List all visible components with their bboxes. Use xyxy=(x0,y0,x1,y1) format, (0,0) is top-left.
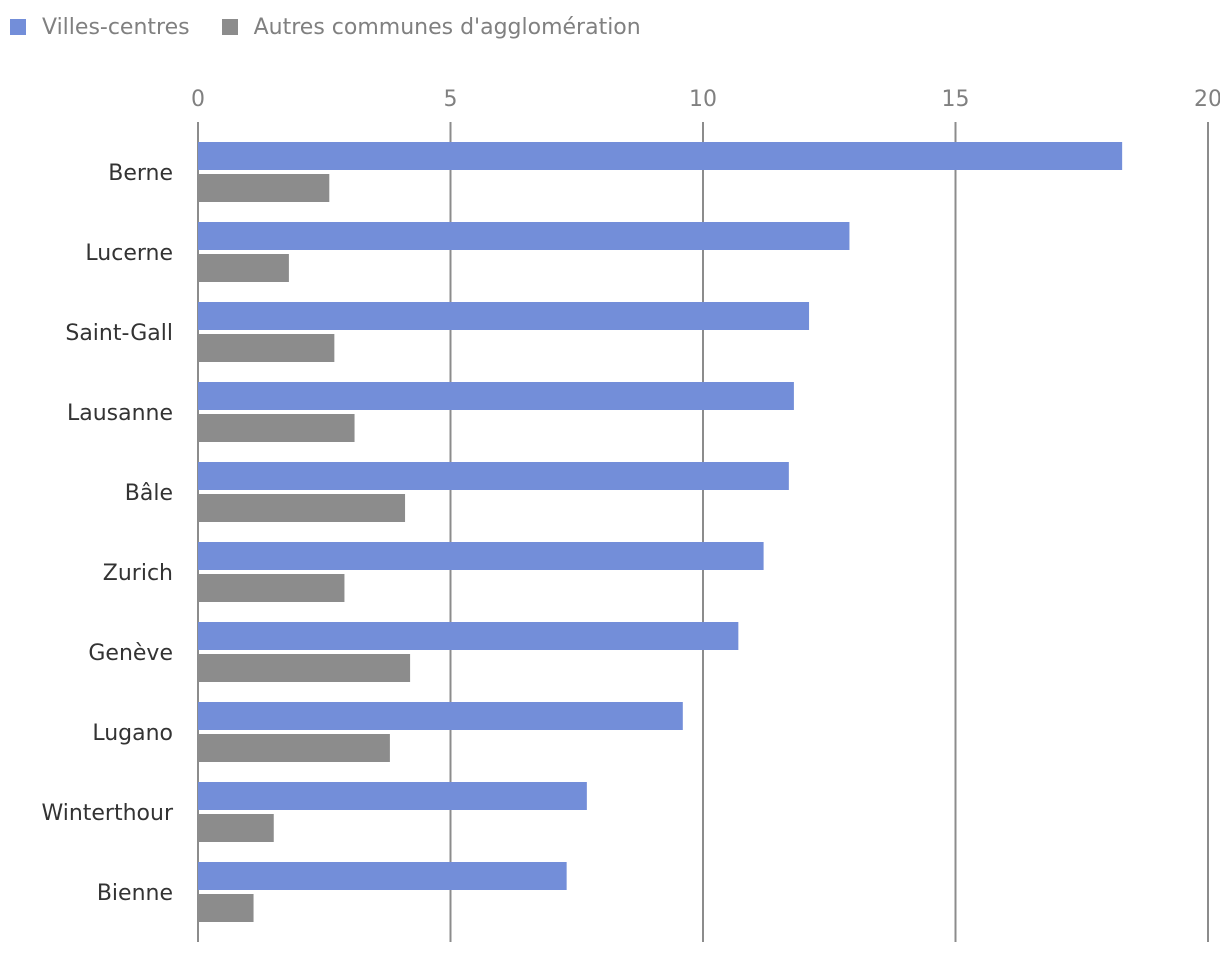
bar-villes-centres-9 xyxy=(198,862,567,890)
category-label-5: Zurich xyxy=(103,561,173,586)
x-tick-label-0: 0 xyxy=(191,87,205,112)
category-label-3: Lausanne xyxy=(67,401,173,426)
bar-autres-communes-8 xyxy=(198,814,274,842)
bar-autres-communes-3 xyxy=(198,414,355,442)
category-label-2: Saint-Gall xyxy=(65,321,173,346)
legend-swatch-autres-communes xyxy=(221,19,238,35)
legend-label-villes-centres: Villes-centres xyxy=(42,14,190,40)
category-label-1: Lucerne xyxy=(85,241,173,266)
x-tick-label-4: 20 xyxy=(1194,87,1220,112)
bar-autres-communes-1 xyxy=(198,254,289,282)
legend-swatch-villes-centres xyxy=(10,19,26,35)
x-tick-label-1: 5 xyxy=(444,87,458,112)
bar-villes-centres-0 xyxy=(198,142,1123,170)
legend: Villes-centres Autres communes d'agglomé… xyxy=(10,12,673,42)
bar-autres-communes-9 xyxy=(198,894,254,922)
bar-villes-centres-8 xyxy=(198,782,587,810)
x-tick-label-3: 15 xyxy=(942,87,970,112)
bar-villes-centres-3 xyxy=(198,382,794,410)
legend-label-autres-communes: Autres communes d'agglomération xyxy=(253,14,641,40)
bar-villes-centres-4 xyxy=(198,462,789,490)
legend-item-villes-centres[interactable]: Villes-centres xyxy=(10,15,190,40)
category-label-8: Winterthour xyxy=(41,801,174,826)
category-label-0: Berne xyxy=(108,161,173,186)
category-label-6: Genève xyxy=(88,641,173,666)
bar-villes-centres-5 xyxy=(198,542,764,570)
bar-autres-communes-5 xyxy=(198,574,345,602)
bar-autres-communes-6 xyxy=(198,654,411,682)
bar-autres-communes-7 xyxy=(198,734,390,762)
bar-villes-centres-1 xyxy=(198,222,850,250)
bar-villes-centres-7 xyxy=(198,702,683,730)
x-tick-label-2: 10 xyxy=(689,87,717,112)
bar-villes-centres-6 xyxy=(198,622,739,650)
category-label-9: Bienne xyxy=(97,881,173,906)
bar-autres-communes-2 xyxy=(198,334,335,362)
category-label-4: Bâle xyxy=(125,481,173,506)
bar-autres-communes-4 xyxy=(198,494,406,522)
category-label-7: Lugano xyxy=(92,721,173,746)
bar-autres-communes-0 xyxy=(198,174,330,202)
legend-item-autres-communes[interactable]: Autres communes d'agglomération xyxy=(221,14,641,40)
bar-villes-centres-2 xyxy=(198,302,810,330)
